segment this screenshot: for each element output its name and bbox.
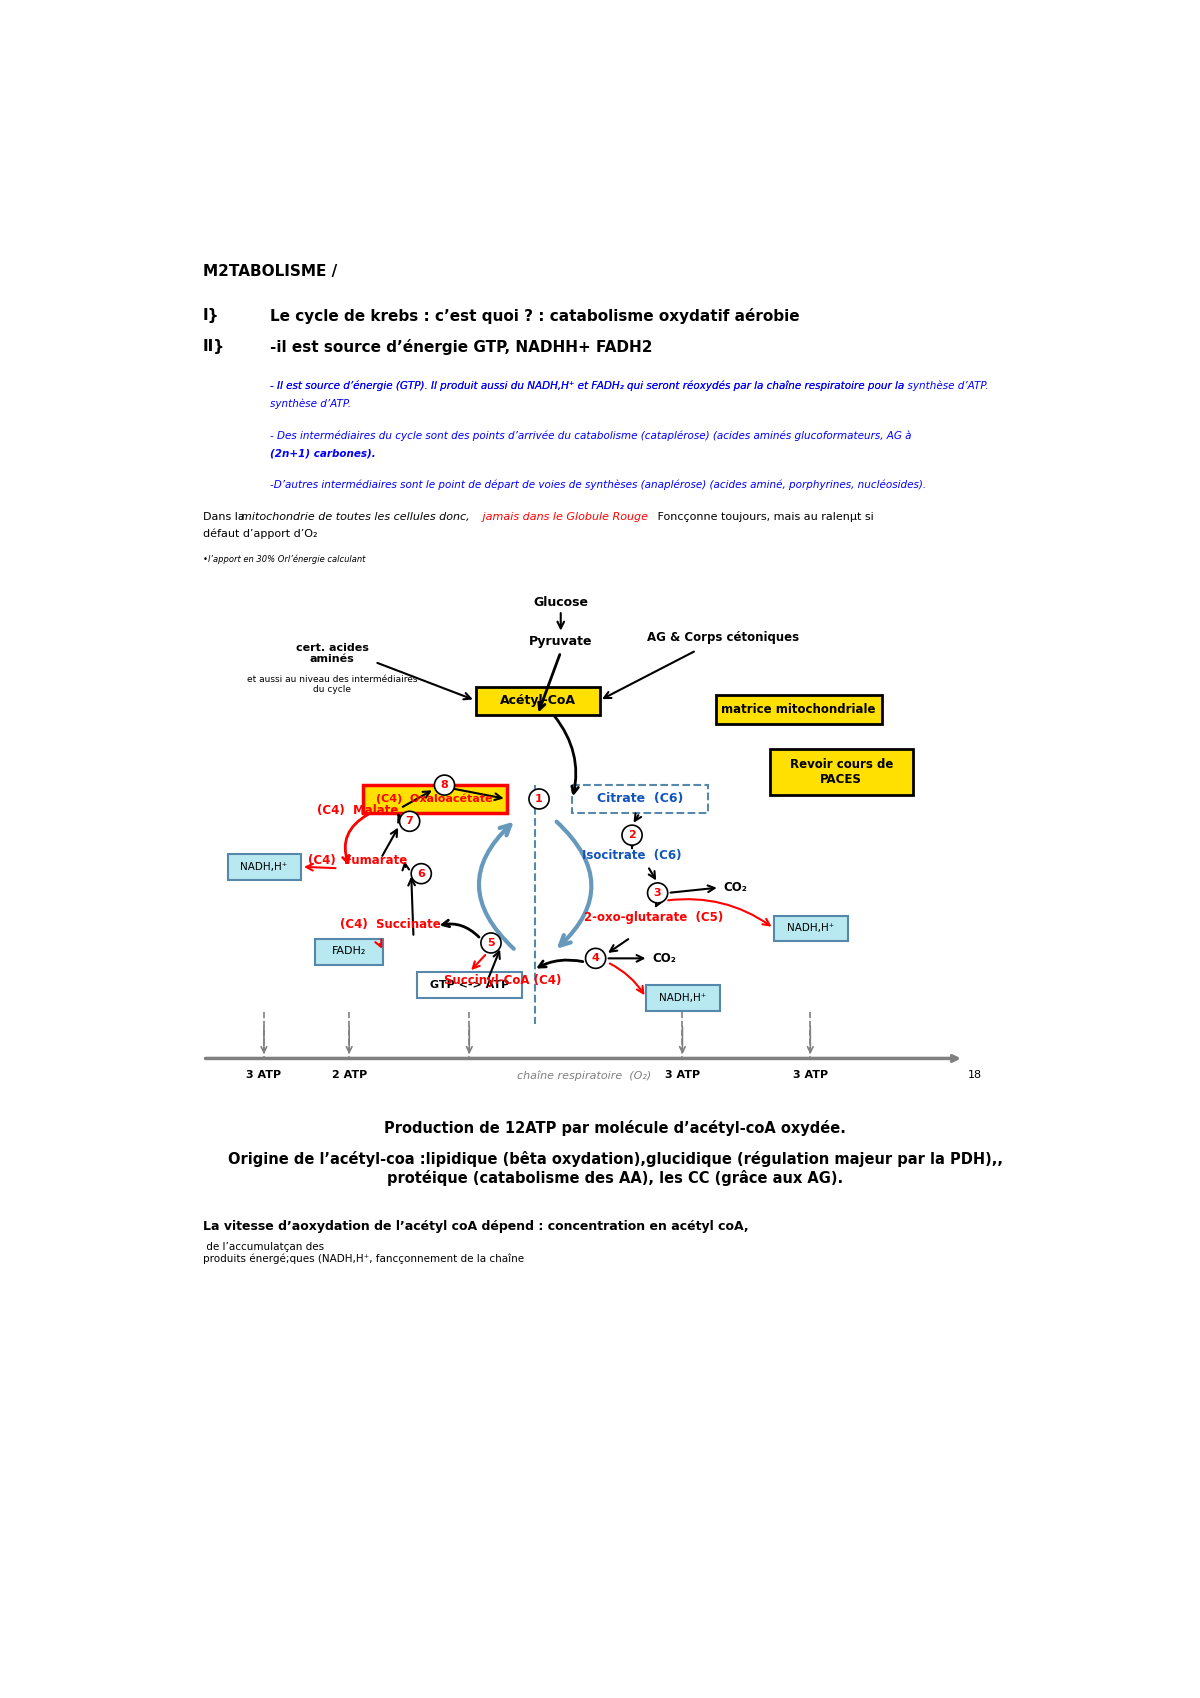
- Bar: [715, 694, 882, 725]
- FancyArrowPatch shape: [557, 822, 592, 946]
- Text: (C4)  Oxaloacétate: (C4) Oxaloacétate: [376, 793, 493, 805]
- Text: matrice mitochondriale: matrice mitochondriale: [721, 703, 876, 717]
- Circle shape: [648, 883, 667, 903]
- Text: •l’apport en 30% Orl’énergie calculant: •l’apport en 30% Orl’énergie calculant: [203, 554, 365, 564]
- Bar: [418, 973, 522, 998]
- Text: chaîne respiratoire  (O₂): chaîne respiratoire (O₂): [517, 1070, 652, 1080]
- Text: 5: 5: [487, 937, 494, 947]
- Text: AG & Corps cétoniques: AG & Corps cétoniques: [648, 632, 799, 644]
- Text: NADH,H⁺: NADH,H⁺: [240, 861, 288, 871]
- Bar: [572, 784, 708, 813]
- Text: protéique (catabolisme des AA), les CC (grâce aux AG).: protéique (catabolisme des AA), les CC (…: [386, 1170, 844, 1187]
- Text: Isocitrate  (C6): Isocitrate (C6): [582, 849, 682, 863]
- Text: 2-oxo-glutarate  (C5): 2-oxo-glutarate (C5): [584, 910, 724, 924]
- Text: 3: 3: [654, 888, 661, 898]
- Text: -il est source d’énergie GTP, NADHH+ FADH2: -il est source d’énergie GTP, NADHH+ FAD…: [270, 338, 653, 355]
- Circle shape: [400, 812, 420, 832]
- Circle shape: [586, 949, 606, 968]
- Text: 1: 1: [535, 795, 542, 803]
- Text: Le cycle de krebs : c’est quoi ? : catabolisme oxydatif aérobie: Le cycle de krebs : c’est quoi ? : catab…: [270, 307, 799, 324]
- Text: GTP <-> ATP: GTP <-> ATP: [430, 980, 509, 990]
- Text: 3 ATP: 3 ATP: [665, 1070, 700, 1080]
- Text: FADH₂: FADH₂: [332, 946, 366, 956]
- Text: NADH,H⁺: NADH,H⁺: [787, 924, 834, 934]
- Text: -D’autres intermédiaires sont le point de départ de voies de synthèses (anapléro: -D’autres intermédiaires sont le point d…: [270, 479, 926, 491]
- Text: 4: 4: [592, 953, 600, 963]
- Text: 8: 8: [440, 779, 449, 790]
- Bar: [316, 939, 383, 964]
- Bar: [364, 784, 506, 813]
- Text: Acétyl-CoA: Acétyl-CoA: [499, 694, 576, 706]
- FancyArrowPatch shape: [343, 813, 368, 863]
- Bar: [646, 985, 720, 1010]
- Text: de l’accumulatçan des
produits énergé;ques (NADH,H⁺, fancçonnement de la chaîne: de l’accumulatçan des produits énergé;qu…: [203, 1241, 524, 1263]
- Text: Pyruvate: Pyruvate: [529, 635, 593, 649]
- Text: La vitesse d’aoxydation de l’acétyl coA dépend : concentration en acétyl coA,: La vitesse d’aoxydation de l’acétyl coA …: [203, 1221, 749, 1233]
- Text: Production de 12ATP par molécule d’acétyl-coA oxydée.: Production de 12ATP par molécule d’acéty…: [384, 1121, 846, 1136]
- Text: 6: 6: [418, 869, 425, 878]
- Text: Foncçonne toujours, mais au ralenµt si: Foncçonne toujours, mais au ralenµt si: [654, 511, 874, 521]
- Text: Succinyl-CoA (C4): Succinyl-CoA (C4): [444, 973, 562, 987]
- Bar: [475, 688, 600, 715]
- Circle shape: [481, 932, 502, 953]
- Text: CO₂: CO₂: [653, 953, 676, 964]
- Circle shape: [434, 774, 455, 795]
- Text: synthèse d’ATP.: synthèse d’ATP.: [270, 399, 352, 409]
- Text: défaut d’apport d’O₂: défaut d’apport d’O₂: [203, 528, 317, 540]
- Text: Citrate  (C6): Citrate (C6): [596, 793, 683, 805]
- Text: et aussi au niveau des intermédiaires
du cycle: et aussi au niveau des intermédiaires du…: [247, 676, 418, 694]
- Text: 2: 2: [628, 830, 636, 841]
- Text: - Il est source d’énergie (GTP). Il produit aussi du NADH,H⁺ et FADH₂ qui seront: - Il est source d’énergie (GTP). Il prod…: [270, 380, 905, 391]
- Text: 2 ATP: 2 ATP: [331, 1070, 367, 1080]
- Text: (C4)  Fumarate: (C4) Fumarate: [308, 854, 407, 868]
- Bar: [228, 854, 301, 880]
- Text: 3 ATP: 3 ATP: [246, 1070, 282, 1080]
- Text: CO₂: CO₂: [724, 881, 748, 895]
- Text: - Il est source d’énergie (GTP). Il produit aussi du NADH,H⁺ et FADH₂ qui seront: - Il est source d’énergie (GTP). Il prod…: [270, 380, 989, 391]
- Text: NADH,H⁺: NADH,H⁺: [659, 993, 706, 1002]
- Circle shape: [412, 864, 431, 883]
- Text: - Des intermédiaires du cycle sont des points d’arrivée du catabolisme (cataplér: - Des intermédiaires du cycle sont des p…: [270, 431, 912, 441]
- Text: M2TABOLISME /: M2TABOLISME /: [203, 263, 337, 278]
- Text: Glucose: Glucose: [533, 596, 588, 610]
- Text: 18: 18: [967, 1070, 982, 1080]
- Text: Revoir cours de
PACES: Revoir cours de PACES: [790, 757, 893, 786]
- Text: I}: I}: [203, 307, 220, 323]
- Text: 7: 7: [406, 817, 414, 827]
- Text: mitochondrie de toutes les cellules donc,: mitochondrie de toutes les cellules donc…: [241, 511, 470, 521]
- Text: II}: II}: [203, 338, 224, 353]
- Text: cert. acides
aminés: cert. acides aminés: [295, 642, 368, 664]
- FancyArrowPatch shape: [479, 825, 514, 949]
- Bar: [770, 749, 913, 795]
- Circle shape: [622, 825, 642, 846]
- Text: Origine de l’acétyl-coa :lipidique (bêta oxydation),glucidique (régulation majeu: Origine de l’acétyl-coa :lipidique (bêta…: [228, 1151, 1002, 1167]
- Circle shape: [529, 790, 550, 808]
- Text: (2n+1) carbones).: (2n+1) carbones).: [270, 448, 376, 458]
- Text: (C4)  Succinate: (C4) Succinate: [340, 919, 440, 931]
- Text: 3 ATP: 3 ATP: [793, 1070, 828, 1080]
- Text: jamais dans le Globule Rouge: jamais dans le Globule Rouge: [479, 511, 648, 521]
- Text: Dans la: Dans la: [203, 511, 248, 521]
- Text: (C4)  Malate: (C4) Malate: [317, 805, 398, 817]
- Bar: [774, 915, 847, 941]
